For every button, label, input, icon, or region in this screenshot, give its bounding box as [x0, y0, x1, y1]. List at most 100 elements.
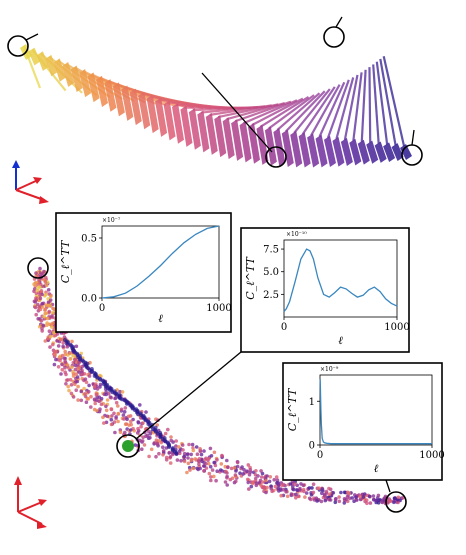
ribbon-slab	[188, 108, 201, 150]
scatter-point	[73, 358, 77, 362]
scatter-point	[168, 461, 173, 465]
scatter-point	[207, 471, 212, 476]
scatter-point	[315, 499, 319, 503]
scatter-point	[66, 378, 70, 382]
scatter-point	[70, 339, 74, 344]
scatter-point	[327, 486, 331, 491]
scatter-point	[44, 283, 49, 288]
scatter-point	[154, 454, 158, 459]
scatter-point	[53, 353, 57, 357]
y-tick-label: 0.0	[81, 294, 97, 305]
scatter-point	[251, 481, 255, 486]
scatter-point	[392, 500, 396, 505]
ribbon-slab	[138, 91, 151, 130]
scatter-point	[324, 489, 329, 494]
scatter-point	[59, 372, 63, 376]
scatter-point	[86, 397, 91, 401]
marker-circle-top-left	[7, 35, 29, 57]
scatter-point	[46, 300, 51, 305]
scatter-point	[109, 422, 114, 427]
ribbon-slab	[374, 141, 387, 163]
scatter-point	[355, 498, 359, 502]
scatter-point	[382, 498, 386, 503]
scatter-point	[48, 298, 53, 302]
scatter-point	[70, 365, 74, 370]
scatter-point	[218, 468, 223, 472]
scatter-point	[186, 461, 191, 466]
scatter-point	[188, 468, 192, 472]
scatter-point	[177, 445, 181, 449]
scatter-point	[146, 429, 151, 434]
scatter-point	[323, 494, 327, 498]
scatter-point	[247, 472, 252, 477]
scatter-point	[272, 478, 277, 482]
x-tick-label: 0	[317, 450, 323, 461]
scatter-point	[51, 342, 55, 347]
ribbon-slab	[87, 72, 100, 103]
scatter-point	[52, 349, 57, 354]
ribbon-strand	[379, 58, 397, 146]
scatter-point	[152, 441, 157, 445]
scatter-point	[44, 275, 48, 280]
scatter-point	[235, 460, 240, 465]
scatter-point	[113, 396, 117, 401]
filament-point	[64, 341, 69, 346]
scatter-point	[113, 430, 117, 435]
scatter-point	[52, 362, 57, 367]
scatter-point	[44, 311, 48, 316]
marker-circle-bottom-top	[27, 257, 49, 279]
x-tick-label: 1000	[419, 450, 444, 461]
scatter-point	[126, 414, 131, 419]
scatter-point	[99, 402, 104, 407]
scatter-point	[215, 469, 219, 474]
scatter-point	[50, 311, 55, 315]
scatter-point	[225, 474, 229, 479]
scatter-point	[367, 494, 372, 499]
scatter-point	[123, 422, 128, 427]
scatter-point	[122, 417, 126, 421]
scatter-point	[195, 452, 200, 457]
scatter-point	[247, 487, 251, 491]
scatter-point	[163, 431, 168, 436]
scatter-point	[80, 372, 84, 377]
scatter-point	[77, 366, 81, 371]
scatter-point	[89, 394, 93, 399]
scatter-point	[71, 369, 75, 374]
scatter-point	[63, 365, 67, 370]
scatter-point	[69, 383, 74, 387]
scatter-point	[94, 392, 99, 397]
scatter-point	[376, 493, 381, 498]
y-exponent-label: ×10⁻⁹	[320, 366, 339, 373]
marker-circle-top-middle	[265, 146, 287, 168]
scatter-point	[121, 413, 126, 417]
scatter-point	[34, 271, 38, 275]
scatter-point	[84, 400, 89, 405]
ribbon-strand	[326, 79, 350, 139]
axis-triad-bottom	[14, 476, 47, 529]
scatter-point	[154, 438, 159, 443]
scatter-point	[92, 384, 97, 389]
scatter-point	[75, 379, 80, 384]
scatter-point	[347, 491, 352, 496]
scatter-point	[261, 485, 266, 490]
axis-z-arrowhead	[12, 160, 20, 168]
y-axis-label: C_ℓ^TT	[244, 256, 257, 300]
scatter-point	[104, 392, 108, 397]
axis-triad-top	[12, 160, 49, 204]
ribbon-strand	[243, 99, 298, 125]
scatter-point	[87, 383, 91, 388]
scatter-point	[307, 486, 312, 490]
scatter-point	[54, 357, 58, 362]
scatter-point	[182, 454, 187, 459]
scatter-point	[38, 296, 43, 301]
scatter-point	[66, 384, 70, 389]
scatter-point	[320, 491, 324, 496]
scatter-point	[225, 483, 229, 487]
scatter-point	[303, 495, 307, 499]
scatter-point	[274, 475, 279, 479]
x-tick-label: 1000	[384, 322, 409, 333]
scatter-point	[35, 288, 40, 293]
plot-area	[101, 225, 220, 299]
scatter-point	[79, 398, 84, 403]
